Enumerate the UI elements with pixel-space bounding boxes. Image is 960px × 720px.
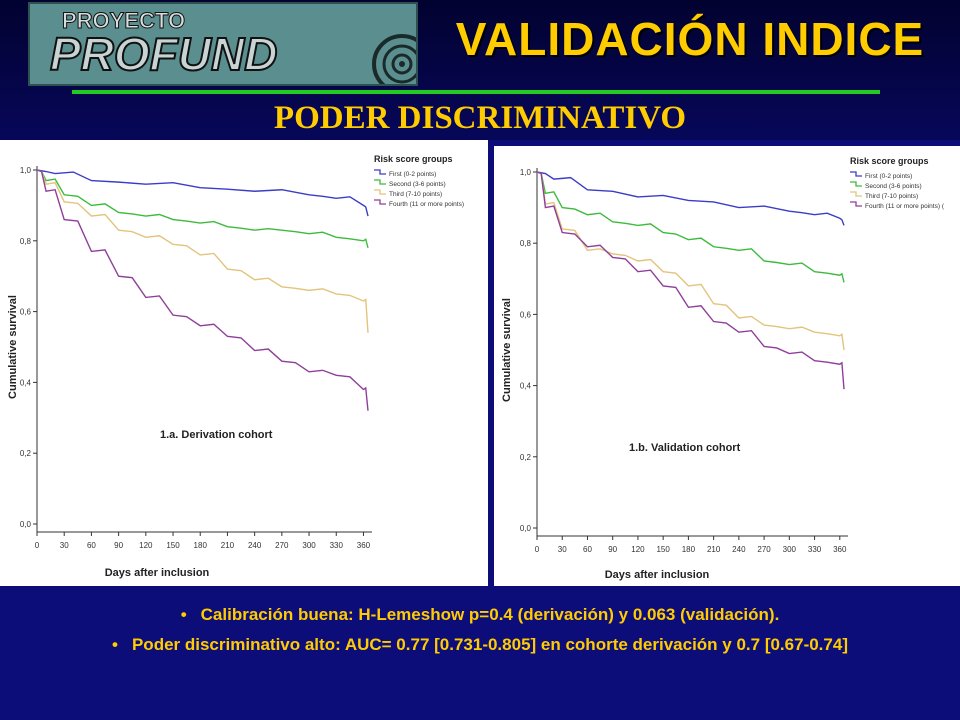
- x-tick-label: 150: [166, 541, 180, 550]
- y-tick-label: 0,4: [20, 378, 32, 387]
- x-tick-label: 30: [558, 545, 567, 554]
- x-tick-label: 240: [732, 545, 746, 554]
- legend-swatch-third: [850, 191, 862, 197]
- x-tick-label: 330: [330, 541, 344, 550]
- legend-swatch-first: [850, 171, 862, 177]
- y-tick-label: 1,0: [20, 166, 32, 175]
- bullet-discrimination-text: Poder discriminativo alto: AUC= 0.77 [0.…: [131, 635, 848, 654]
- legend-swatch-first: [374, 169, 386, 175]
- series-line-second: [536, 171, 845, 283]
- x-tick-label: 60: [87, 541, 96, 550]
- derivation-survival-chart: 0,0 0,2 0,4 0,6 0,8 1,0 0 30 60 90 120 150 180 210 240…: [7, 154, 464, 579]
- cohort-annotation: 1.a. Derivation cohort: [160, 429, 273, 441]
- y-tick-label: 0,2: [520, 453, 532, 462]
- y-tick-label: 0,6: [20, 308, 32, 317]
- slide-subtitle: PODER DISCRIMINATIVO: [273, 100, 687, 136]
- legend-swatch-second: [374, 179, 386, 185]
- y-tick-label: 0,2: [20, 449, 32, 458]
- x-tick-label: 120: [139, 541, 153, 550]
- x-tick-label: 150: [656, 545, 670, 554]
- profund-logo: PROYECTO PROFUND: [28, 2, 418, 86]
- y-tick-label: 0,8: [20, 237, 32, 246]
- title-divider: [72, 90, 880, 94]
- x-tick-label: 60: [583, 545, 592, 554]
- chart-panel-validation: 0,0 0,2 0,4 0,6 0,8 1,0 0 30 60 90 120 150 180 210 240…: [494, 146, 960, 586]
- x-axis-label: Days after inclusion: [105, 567, 210, 579]
- legend-swatch-fourth: [374, 199, 386, 205]
- legend-label-third: Third (7-10 points): [389, 191, 442, 198]
- x-tick-label: 30: [60, 541, 69, 550]
- y-tick-label: 1,0: [520, 168, 532, 177]
- y-tick-label: 0,4: [520, 382, 532, 391]
- validation-survival-chart: 0,0 0,2 0,4 0,6 0,8 1,0 0 30 60 90 120 150 180 210 240…: [501, 156, 945, 581]
- logo-line2: PROFUND: [50, 28, 277, 80]
- logo-line1: PROYECTO: [62, 8, 185, 33]
- x-tick-label: 180: [682, 545, 696, 554]
- bullet-calibration: • Calibración buena: H-Lemeshow p=0.4 (de…: [180, 605, 780, 624]
- x-tick-label: 330: [808, 545, 822, 554]
- x-tick-label: 0: [535, 545, 540, 554]
- y-tick-label: 0,0: [520, 524, 532, 533]
- y-tick-label: 0,0: [20, 520, 32, 529]
- bullet-list: • Calibración buena: H-Lemeshow p=0.4 (de…: [40, 604, 920, 664]
- series-line-third: [36, 169, 369, 333]
- x-tick-label: 180: [194, 541, 208, 550]
- bullet-discrimination: • Poder discriminativo alto: AUC= 0.77 [0…: [112, 635, 848, 654]
- x-tick-label: 120: [631, 545, 645, 554]
- legend-title: Risk score groups: [374, 154, 453, 164]
- series-line-first: [536, 171, 845, 226]
- legend-label-fourth: Fourth (11 or more points) (: [865, 203, 945, 210]
- y-tick-label: 0,6: [520, 310, 532, 319]
- legend-label-first: First (0-2 points): [865, 173, 912, 180]
- chart-panel-derivation: 0,0 0,2 0,4 0,6 0,8 1,0 0 30 60 90 120 150 180 210 240…: [0, 140, 488, 586]
- slide-header: PROYECTO PROFUND VALIDACIÓN INDICE PODER…: [0, 0, 960, 140]
- series-line-third: [536, 171, 845, 351]
- y-axis-label: Cumulative survival: [7, 295, 19, 399]
- x-tick-label: 360: [357, 541, 371, 550]
- legend-swatch-fourth: [850, 201, 862, 207]
- x-tick-label: 360: [833, 545, 847, 554]
- legend-label-second: Second (3-6 points): [865, 183, 922, 190]
- series-line-second: [36, 169, 369, 249]
- legend-swatch-third: [374, 189, 386, 195]
- slide-title: VALIDACIÓN INDICE: [455, 13, 925, 65]
- x-axis-label: Days after inclusion: [605, 569, 710, 581]
- x-tick-label: 240: [248, 541, 262, 550]
- x-tick-label: 300: [302, 541, 316, 550]
- legend-swatch-second: [850, 181, 862, 187]
- x-tick-label: 300: [783, 545, 797, 554]
- series-line-first: [36, 169, 369, 217]
- legend-title: Risk score groups: [850, 156, 929, 166]
- cohort-annotation: 1.b. Validation cohort: [629, 442, 741, 454]
- series-line-fourth: [536, 171, 845, 390]
- x-tick-label: 90: [608, 545, 617, 554]
- legend-label-third: Third (7-10 points): [865, 193, 918, 200]
- x-tick-label: 270: [757, 545, 771, 554]
- series-line-fourth: [36, 169, 369, 411]
- x-tick-label: 270: [275, 541, 289, 550]
- legend-label-first: First (0-2 points): [389, 171, 436, 178]
- bullet-calibration-text: Calibración buena: H-Lemeshow p=0.4 (der…: [200, 605, 780, 624]
- y-axis-label: Cumulative survival: [501, 298, 513, 402]
- legend-label-second: Second (3-6 points): [389, 181, 446, 188]
- x-tick-label: 210: [221, 541, 235, 550]
- legend-label-fourth: Fourth (11 or more points): [389, 201, 464, 208]
- x-tick-label: 0: [35, 541, 40, 550]
- x-tick-label: 210: [707, 545, 721, 554]
- logo-graphic: PROYECTO PROFUND: [49, 8, 416, 84]
- y-tick-label: 0,8: [520, 239, 532, 248]
- x-tick-label: 90: [114, 541, 123, 550]
